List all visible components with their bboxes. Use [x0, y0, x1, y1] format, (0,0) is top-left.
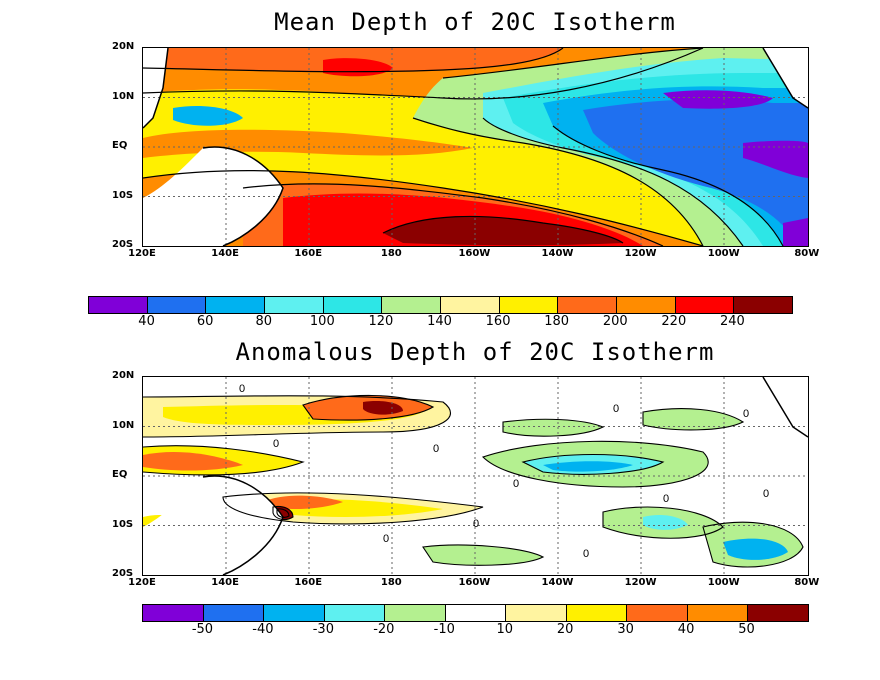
contour-label: 0 [763, 488, 769, 500]
colorbar-label: -20 [373, 622, 395, 637]
lat-label: 10N [112, 419, 135, 431]
lon-label: 160W [458, 577, 491, 588]
colorbar-swatch [89, 297, 148, 313]
contour-label: 0 [513, 478, 519, 490]
lon-label: 180 [380, 577, 402, 588]
lat-label: 10N [112, 90, 135, 102]
colorbar-label: 120 [368, 314, 394, 329]
colorbar-label: 140 [427, 314, 452, 329]
lon-label: 120E [128, 577, 156, 588]
colorbar-swatch [323, 297, 383, 313]
colorbar-label: 50 [738, 622, 755, 637]
colorbar-swatch [687, 605, 749, 621]
contour-label: 0 [273, 438, 279, 450]
lon-label: 160E [294, 577, 323, 588]
lon-label: 140W [541, 577, 574, 588]
lon-label: 80W [794, 248, 820, 259]
lon-label: 80W [794, 577, 820, 588]
lon-label: 100W [707, 577, 740, 588]
contour-label: 0 [583, 548, 589, 560]
mean-depth-map [142, 47, 809, 247]
colorbar-label: 100 [309, 314, 335, 329]
colorbar-swatch [675, 297, 735, 313]
colorbar-label: 30 [617, 622, 634, 637]
contour-label: 0 [473, 518, 479, 530]
contour-label: 0 [433, 443, 439, 455]
lat-label: EQ [112, 140, 128, 151]
colorbar-label: -40 [252, 622, 274, 637]
colorbar-anomaly [142, 604, 809, 622]
colorbar-label: 40 [677, 622, 695, 637]
lon-label: 120E [128, 248, 156, 259]
lon-label: 140E [211, 577, 239, 588]
lon-label: 160W [458, 248, 491, 259]
colorbar-mean [88, 296, 793, 314]
colorbar-label: 10 [496, 622, 513, 637]
colorbar-swatch [617, 297, 676, 313]
colorbar-swatch [627, 605, 688, 621]
colorbar-swatch [382, 297, 442, 313]
lat-label: 20N [112, 41, 135, 52]
lon-label: 140W [541, 248, 574, 259]
colorbar-label: 180 [544, 314, 570, 329]
lat-label: 20N [112, 370, 135, 381]
lon-label: 100W [707, 248, 740, 259]
lat-label: 20S [112, 239, 134, 250]
lat-label: 10S [112, 189, 134, 201]
colorbar-swatch [206, 297, 266, 313]
lat-label: EQ [112, 469, 128, 480]
colorbar-label: -10 [433, 622, 455, 637]
colorbar-label: 220 [661, 314, 687, 329]
contour-label: 0 [239, 383, 245, 395]
colorbar-swatch [499, 297, 559, 313]
lat-label: 20S [112, 568, 134, 579]
colorbar-label: -50 [191, 622, 214, 637]
colorbar-label: 200 [602, 314, 628, 329]
colorbar-swatch [264, 605, 325, 621]
lon-label: 120W [624, 248, 657, 259]
anomaly-depth-map: 0 0 0 0 0 0 0 0 0 0 0 [142, 376, 809, 576]
mean-depth-field [143, 48, 808, 246]
colorbar-swatch [324, 605, 386, 621]
colorbar-label: 160 [485, 314, 511, 329]
lat-label: 10S [112, 518, 134, 530]
colorbar-swatch [143, 605, 204, 621]
colorbar-swatch [203, 605, 265, 621]
colorbar-swatch [147, 297, 207, 313]
colorbar-swatch [265, 297, 324, 313]
colorbar-label: 60 [196, 314, 214, 329]
colorbar-swatch [566, 605, 628, 621]
colorbar-label: 40 [138, 314, 155, 329]
colorbar-swatch [734, 297, 793, 313]
map-title-anomaly: Anomalous Depth of 20C Isotherm [235, 338, 715, 366]
colorbar-label: 80 [255, 314, 273, 329]
colorbar-label: 240 [719, 314, 745, 329]
map-title: Mean Depth of 20C Isotherm [274, 8, 676, 36]
colorbar-swatch [385, 605, 446, 621]
colorbar-swatch [748, 605, 809, 621]
colorbar-swatch [441, 297, 500, 313]
colorbar-label: -30 [312, 622, 334, 637]
colorbar-swatch [445, 605, 507, 621]
lon-label: 160E [294, 248, 323, 259]
colorbar-swatch [506, 605, 567, 621]
contour-label: 0 [383, 533, 389, 545]
colorbar-swatch [558, 297, 618, 313]
contour-label: 0 [743, 408, 749, 420]
lon-label: 180 [380, 248, 402, 259]
lon-label: 140E [211, 248, 239, 259]
lon-label: 120W [624, 577, 657, 588]
contour-label: 0 [613, 403, 619, 415]
anomaly-depth-field: 0 0 0 0 0 0 0 0 0 0 0 [143, 377, 808, 575]
contour-label: 0 [663, 493, 669, 505]
colorbar-label: 20 [556, 622, 574, 637]
contour-zero-labels: 0 0 0 0 0 0 0 0 0 0 0 [239, 383, 769, 560]
